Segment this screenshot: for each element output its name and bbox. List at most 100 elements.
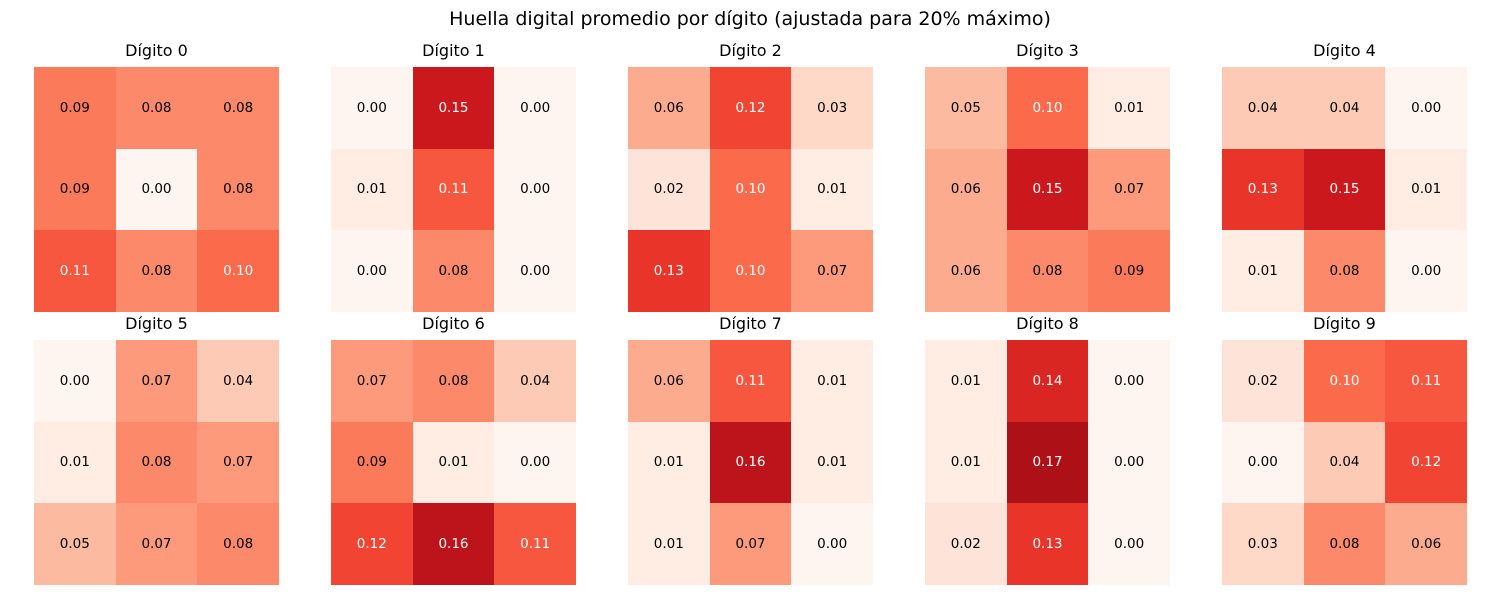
heatmap-cell: 0.05 xyxy=(34,503,116,585)
heatmap-cell: 0.07 xyxy=(115,340,198,422)
heatmap-panel-digit-4: Dígito 4 0.04 0.04 0.00 0.13 0.15 0.01 0.01 0.08… xyxy=(1222,41,1467,312)
heatmap-cell: 0.01 xyxy=(1222,230,1304,312)
heatmap-cell: 0.00 xyxy=(1385,67,1467,149)
heatmap-cell: 0.08 xyxy=(1006,230,1089,312)
heatmap-cell: 0.03 xyxy=(791,67,873,149)
heatmap-panel-digit-8: Dígito 8 0.01 0.14 0.00 0.01 0.17 0.00 0.02 0.13… xyxy=(925,314,1170,585)
heatmap-cell: 0.11 xyxy=(494,503,576,585)
heatmap-cell: 0.01 xyxy=(791,340,873,422)
heatmap-cell: 0.00 xyxy=(494,230,576,312)
heatmap-cell: 0.00 xyxy=(1088,421,1170,504)
heatmap-cell: 0.01 xyxy=(791,148,873,231)
heatmap-panel-digit-1: Dígito 1 0.00 0.15 0.00 0.01 0.11 0.00 0.00 0.08… xyxy=(331,41,576,312)
heatmap-cell: 0.12 xyxy=(331,503,413,585)
heatmap-cell: 0.09 xyxy=(331,421,413,504)
heatmap-cell: 0.04 xyxy=(1222,67,1304,149)
heatmap-cell: 0.01 xyxy=(1385,148,1467,231)
heatmap-cell: 0.09 xyxy=(1088,230,1170,312)
panel-title: Dígito 8 xyxy=(1016,314,1079,333)
heatmap-cell: 0.17 xyxy=(1006,421,1089,504)
heatmap-cell: 0.13 xyxy=(628,230,710,312)
heatmap-cell: 0.00 xyxy=(1088,340,1170,422)
heatmap-cell: 0.00 xyxy=(331,67,413,149)
heatmap: 0.01 0.14 0.00 0.01 0.17 0.00 0.02 0.13 0.00 xyxy=(925,340,1170,585)
panel-title: Dígito 9 xyxy=(1313,314,1376,333)
heatmap-cell: 0.06 xyxy=(1385,503,1467,585)
heatmap-cell: 0.01 xyxy=(331,148,413,231)
heatmap-cell: 0.08 xyxy=(412,340,495,422)
heatmap-cell: 0.13 xyxy=(1006,503,1089,585)
heatmap-cell: 0.08 xyxy=(197,148,279,231)
chart-title: Huella digital promedio por dígito (ajus… xyxy=(449,8,1051,30)
heatmap-cell: 0.08 xyxy=(197,67,279,149)
heatmap-cell: 0.00 xyxy=(494,67,576,149)
heatmap-cell: 0.12 xyxy=(1385,421,1467,504)
heatmap-cell: 0.03 xyxy=(1222,503,1304,585)
heatmap-cell: 0.00 xyxy=(791,503,873,585)
heatmap-cell: 0.01 xyxy=(1088,67,1170,149)
heatmap-cell: 0.00 xyxy=(1222,421,1304,504)
heatmap-cell: 0.04 xyxy=(1303,67,1386,149)
heatmap-cell: 0.14 xyxy=(1006,340,1089,422)
heatmap-cell: 0.08 xyxy=(115,67,198,149)
panel-title: Dígito 2 xyxy=(719,41,782,60)
heatmap-cell: 0.08 xyxy=(115,421,198,504)
heatmap-cell: 0.07 xyxy=(709,503,792,585)
heatmap-cell: 0.10 xyxy=(197,230,279,312)
heatmap-cell: 0.00 xyxy=(34,340,116,422)
heatmap: 0.02 0.10 0.11 0.00 0.04 0.12 0.03 0.08 0.06 xyxy=(1222,340,1467,585)
heatmap-cell: 0.11 xyxy=(1385,340,1467,422)
heatmap: 0.06 0.11 0.01 0.01 0.16 0.01 0.01 0.07 0.00 xyxy=(628,340,873,585)
heatmap-cell: 0.11 xyxy=(709,340,792,422)
panel-title: Dígito 5 xyxy=(125,314,188,333)
heatmap-cell: 0.01 xyxy=(34,421,116,504)
heatmap-panel-digit-6: Dígito 6 0.07 0.08 0.04 0.09 0.01 0.00 0.12 0.16… xyxy=(331,314,576,585)
heatmap-cell: 0.16 xyxy=(709,421,792,504)
heatmap-cell: 0.04 xyxy=(197,340,279,422)
panel-title: Dígito 0 xyxy=(125,41,188,60)
heatmap-cell: 0.09 xyxy=(34,67,116,149)
panel-title: Dígito 1 xyxy=(422,41,485,60)
heatmap: 0.06 0.12 0.03 0.02 0.10 0.01 0.13 0.10 0.07 xyxy=(628,67,873,312)
heatmap-cell: 0.07 xyxy=(791,230,873,312)
heatmap-cell: 0.00 xyxy=(494,148,576,231)
heatmap-cell: 0.06 xyxy=(628,340,710,422)
heatmap-cell: 0.06 xyxy=(925,148,1007,231)
heatmap-cell: 0.02 xyxy=(1222,340,1304,422)
heatmap-panel-digit-9: Dígito 9 0.02 0.10 0.11 0.00 0.04 0.12 0.03 0.08… xyxy=(1222,314,1467,585)
heatmap-cell: 0.15 xyxy=(1006,148,1089,231)
heatmap-panel-digit-0: Dígito 0 0.09 0.08 0.08 0.09 0.00 0.08 0.11 0.08… xyxy=(34,41,279,312)
heatmap-cell: 0.15 xyxy=(412,67,495,149)
heatmap: 0.05 0.10 0.01 0.06 0.15 0.07 0.06 0.08 0.09 xyxy=(925,67,1170,312)
heatmap-cell: 0.01 xyxy=(791,421,873,504)
heatmap-cell: 0.01 xyxy=(412,421,495,504)
heatmap-panel-digit-7: Dígito 7 0.06 0.11 0.01 0.01 0.16 0.01 0.01 0.07… xyxy=(628,314,873,585)
heatmap-cell: 0.01 xyxy=(628,421,710,504)
heatmap-cell: 0.10 xyxy=(709,148,792,231)
heatmap-panel-digit-5: Dígito 5 0.00 0.07 0.04 0.01 0.08 0.07 0.05 0.07… xyxy=(34,314,279,585)
heatmap-cell: 0.07 xyxy=(115,503,198,585)
heatmap-cell: 0.06 xyxy=(925,230,1007,312)
panel-title: Dígito 7 xyxy=(719,314,782,333)
heatmap-cell: 0.01 xyxy=(628,503,710,585)
heatmap: 0.07 0.08 0.04 0.09 0.01 0.00 0.12 0.16 0.11 xyxy=(331,340,576,585)
heatmap-cell: 0.08 xyxy=(412,230,495,312)
heatmap: 0.04 0.04 0.00 0.13 0.15 0.01 0.01 0.08 0.00 xyxy=(1222,67,1467,312)
panel-title: Dígito 4 xyxy=(1313,41,1376,60)
heatmap-panel-digit-2: Dígito 2 0.06 0.12 0.03 0.02 0.10 0.01 0.13 0.10… xyxy=(628,41,873,312)
heatmap-cell: 0.04 xyxy=(1303,421,1386,504)
panel-title: Dígito 3 xyxy=(1016,41,1079,60)
heatmap-cell: 0.05 xyxy=(925,67,1007,149)
heatmap-cell: 0.07 xyxy=(331,340,413,422)
heatmap-cell: 0.16 xyxy=(412,503,495,585)
heatmap-cell: 0.01 xyxy=(925,340,1007,422)
heatmap-cell: 0.11 xyxy=(412,148,495,231)
heatmap-cell: 0.11 xyxy=(34,230,116,312)
heatmap-cell: 0.00 xyxy=(115,148,198,231)
heatmap-cell: 0.00 xyxy=(1385,230,1467,312)
heatmap-cell: 0.00 xyxy=(331,230,413,312)
heatmap-cell: 0.13 xyxy=(1222,148,1304,231)
heatmap-cell: 0.08 xyxy=(1303,230,1386,312)
heatmap-cell: 0.02 xyxy=(925,503,1007,585)
heatmap-cell: 0.12 xyxy=(709,67,792,149)
